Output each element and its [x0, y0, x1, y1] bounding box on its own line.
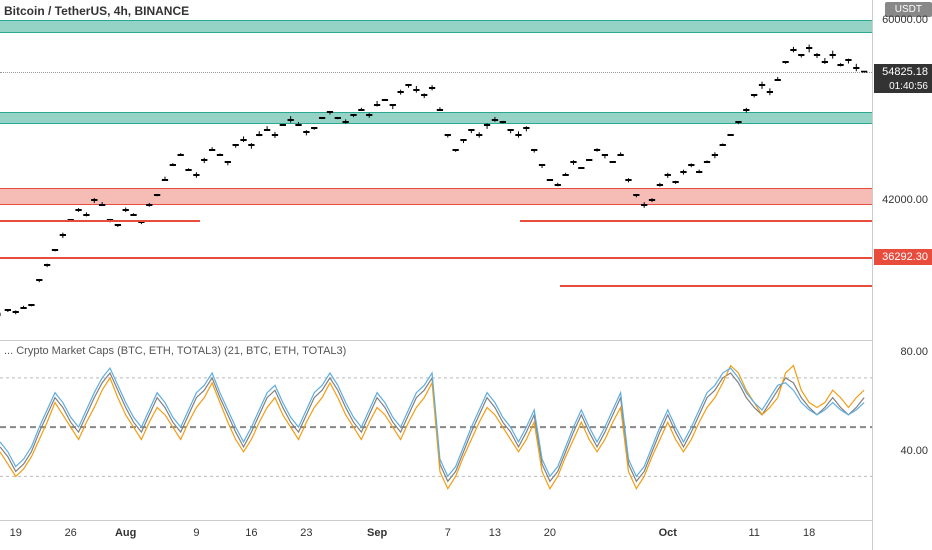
- y-axis: USDT 60000.0042000.00 54825.1836292.3001…: [872, 0, 932, 550]
- x-axis-tick: 19: [10, 527, 22, 539]
- support-resistance-line: [560, 285, 872, 287]
- x-axis-tick: 13: [489, 527, 501, 539]
- support-resistance-line: [0, 257, 872, 259]
- y-axis-label: 42000.00: [882, 194, 928, 206]
- indicator-y-label: 80.00: [900, 346, 928, 358]
- countdown-timer: 01:40:56: [874, 80, 932, 93]
- chart-title: Bitcoin / TetherUS, 4h, BINANCE: [4, 4, 189, 18]
- indicator-y-label: 40.00: [900, 445, 928, 457]
- x-axis-tick: 18: [803, 527, 815, 539]
- main-price-panel[interactable]: [0, 0, 872, 340]
- price-badge: 54825.18: [874, 64, 932, 80]
- indicator-chart-svg: [0, 341, 872, 501]
- x-axis-tick: 7: [445, 527, 451, 539]
- y-axis-label: 60000.00: [882, 14, 928, 26]
- x-axis-tick: 11: [748, 527, 759, 539]
- indicator-title: ... Crypto Market Caps (BTC, ETH, TOTAL3…: [4, 345, 346, 357]
- x-axis-tick: Sep: [367, 527, 387, 539]
- x-axis-tick: 26: [65, 527, 77, 539]
- price-chart-svg: [0, 0, 872, 340]
- x-axis-tick: Aug: [115, 527, 136, 539]
- price-badge: 36292.30: [874, 249, 932, 265]
- chart-container[interactable]: Bitcoin / TetherUS, 4h, BINANCE ... Cryp…: [0, 0, 872, 550]
- x-axis: 19 26 Aug 9 16 23 Sep 7 13 20 Oct 11 18: [0, 520, 872, 550]
- indicator-panel[interactable]: ... Crypto Market Caps (BTC, ETH, TOTAL3…: [0, 340, 872, 500]
- current-price-line: [0, 72, 872, 73]
- x-axis-tick: Oct: [659, 527, 677, 539]
- x-axis-tick: 9: [193, 527, 199, 539]
- x-axis-tick: 20: [544, 527, 556, 539]
- x-axis-tick: 16: [245, 527, 257, 539]
- x-axis-tick: 23: [300, 527, 312, 539]
- support-resistance-line: [0, 220, 200, 222]
- support-resistance-line: [520, 220, 872, 222]
